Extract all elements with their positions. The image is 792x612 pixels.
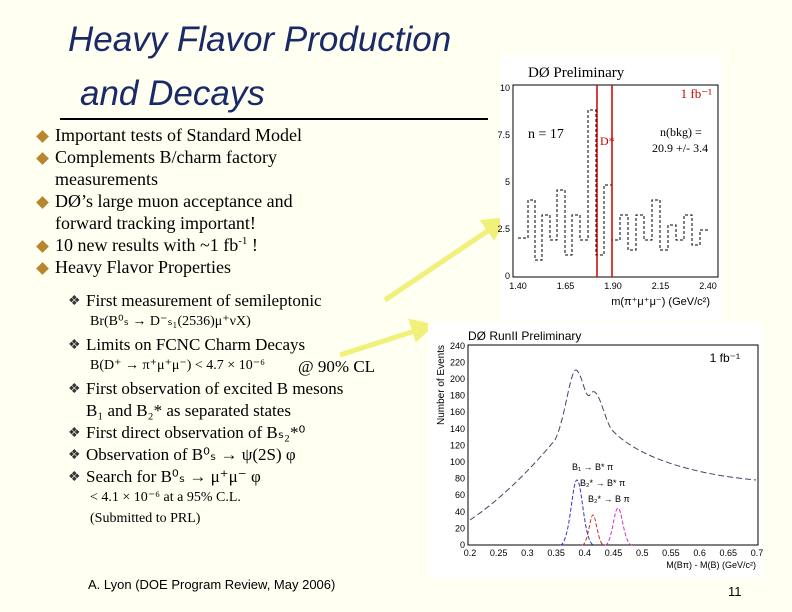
x-tick-label: 0.4: [579, 548, 592, 558]
x-tick-label: 2.15: [652, 281, 670, 291]
plot1-frame: [512, 84, 719, 278]
x-tick-label: 1.65: [557, 281, 575, 291]
plot2-bg: [428, 322, 762, 578]
y-tick-label: 0: [505, 271, 510, 281]
x-axis-label: M(Bπ) - M(B) (GeV/c²): [666, 560, 756, 570]
plot-title: DØ RunII Preliminary: [468, 329, 581, 343]
x-tick-label: 0.65: [720, 548, 738, 558]
bullet-text: !: [247, 235, 258, 255]
x-tick-label: 1.40: [509, 281, 527, 291]
y-tick-label: 60: [455, 490, 465, 500]
x-tick-label: 0.35: [547, 548, 565, 558]
bullet-text: Heavy Flavor Properties: [55, 257, 231, 277]
subbullet-marker: ❖: [68, 338, 81, 353]
y-tick-label: 180: [450, 391, 465, 401]
y-axis-label: Number of Events: [436, 345, 447, 425]
subbullet-text: @ 90% CL: [298, 357, 376, 376]
subbullet-text: Observation of B⁰ₛ → ψ(2S) φ: [86, 445, 296, 464]
y-tick-label: 160: [450, 407, 465, 417]
y-tick-label: 220: [450, 357, 465, 367]
title-rule: [60, 118, 488, 120]
x-tick-label: 0.2: [464, 548, 477, 558]
y-tick-label: 7.5: [497, 130, 510, 140]
peak-label: B₁ → B* π: [572, 462, 613, 472]
subbullet-marker: ❖: [68, 294, 81, 309]
bullet-text: 10 new results with ~1 fb-1 !: [55, 235, 258, 255]
arrow-head: [408, 318, 436, 343]
component: [581, 514, 605, 546]
subbullet-marker: ❖: [68, 382, 81, 397]
subbullet-marker: ❖: [68, 426, 81, 441]
x-tick-label: 2.40: [699, 281, 717, 291]
arrow: [339, 327, 419, 358]
plot1: DØ Preliminary 1 fb⁻¹ n = 17 D* n(bkg) = 20.9…: [497, 65, 716, 308]
y-tick-label: 0: [460, 540, 465, 550]
subbullet-text: Search for B⁰ₛ → μ⁺μ⁻ φ: [86, 467, 261, 486]
plot-text: D*: [600, 134, 615, 148]
y-tick-label: 200: [450, 374, 465, 384]
x-tick-label: 0.6: [693, 548, 706, 558]
y-tick-label: 240: [450, 341, 465, 351]
fit-curve: [469, 369, 757, 521]
arrow: [383, 225, 494, 303]
subbullet-text: First direct observation of Bₛ₂*⁰: [86, 423, 306, 442]
subbullet-text: Limits on FCNC Charm Decays: [86, 335, 306, 354]
x-tick-label: 0.3: [521, 548, 534, 558]
x-tick-label: 0.25: [490, 548, 508, 558]
bullet-text: measurements: [55, 169, 158, 189]
arrows: [339, 217, 508, 358]
x-tick-label: 1.90: [604, 281, 622, 291]
page-number: 11: [728, 584, 742, 599]
plot-text: 1 fb⁻¹: [710, 351, 740, 365]
subbullet-text: B(D⁺ → π⁺μ⁺μ⁻) < 4.7 × 10⁻⁶: [90, 358, 265, 373]
y-tick-label: 10: [500, 83, 510, 93]
bullet-text: Complements B/charm factory: [55, 147, 277, 167]
plot1-bg: [500, 55, 722, 320]
y-tick-label: 140: [450, 424, 465, 434]
plot2: DØ RunII Preliminary 1 fb⁻¹ Number of Even…: [436, 329, 763, 570]
subbullet-marker: ❖: [68, 448, 81, 463]
bullet-text: Important tests of Standard Model: [55, 125, 302, 145]
subbullet-text: Br(B⁰ₛ → D⁻ₛ₁(2536)μ⁺νX): [90, 314, 251, 329]
y-tick-label: 100: [450, 457, 465, 467]
x-tick-label: 0.55: [662, 548, 680, 558]
y-tick-label: 80: [455, 474, 465, 484]
subbullet-text: B₁ and B₂* as separated states: [86, 401, 291, 420]
peak-label: B₂* → B π: [588, 494, 630, 504]
bullet-text: forward tracking important!: [55, 213, 256, 233]
y-tick-label: 20: [455, 523, 465, 533]
subbullet-text: First observation of excited B mesons: [86, 379, 344, 398]
footer-author: A. Lyon (DOE Program Review, May 2006): [88, 577, 336, 592]
plot-text: 20.9 +/- 3.4: [652, 141, 708, 155]
plot-text: 1 fb⁻¹: [681, 86, 712, 101]
subbullet-text: First measurement of semileptonic: [86, 291, 322, 310]
subbullet-text: < 4.1 × 10⁻⁶ at a 95% C.L.: [90, 490, 241, 505]
y-tick-label: 40: [455, 507, 465, 517]
y-tick-label: 2.5: [497, 224, 510, 234]
superscript: -1: [238, 235, 248, 247]
plot2-frame: [467, 344, 759, 546]
component: [559, 479, 595, 546]
x-tick-label: 0.7: [751, 548, 764, 558]
arrow-head: [479, 217, 508, 241]
subbullet-text: (Submitted to PRL): [90, 511, 201, 526]
subbullet-marker: ❖: [68, 470, 81, 485]
bullet-text: DØ’s large muon acceptance and: [55, 191, 293, 211]
y-tick-label: 120: [450, 440, 465, 450]
title: Heavy Flavor Production: [68, 20, 452, 59]
x-tick-label: 0.45: [605, 548, 623, 558]
x-axis-label: m(π⁺μ⁺μ⁻) (GeV/c²): [611, 296, 710, 308]
y-tick-label: 5: [505, 177, 510, 187]
component: [604, 507, 633, 546]
peak-label: B₂* → B* π: [580, 478, 625, 488]
plot-title: DØ Preliminary: [528, 65, 625, 81]
x-tick-label: 0.5: [636, 548, 649, 558]
histogram: [518, 109, 708, 261]
title: and Decays: [80, 74, 265, 113]
plot-text: n(bkg) =: [660, 125, 702, 139]
plot-text: n = 17: [528, 127, 564, 142]
